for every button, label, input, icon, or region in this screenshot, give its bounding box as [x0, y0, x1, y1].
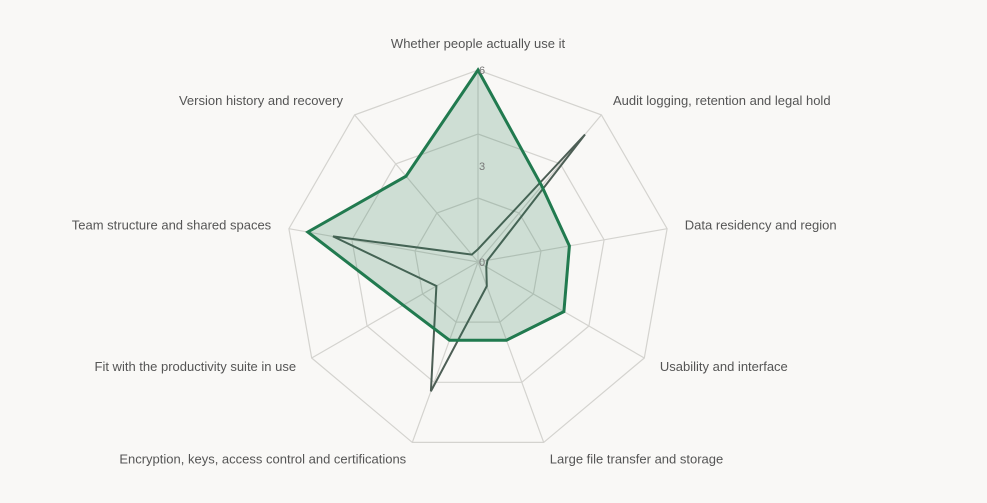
- radar-grid: [288, 69, 668, 443]
- spoke-8: [288, 228, 479, 263]
- grid-ring-1: [414, 197, 542, 323]
- axis-label-8: Team structure and shared spaces: [72, 218, 272, 233]
- series-1-polygon: [305, 67, 571, 342]
- grid-ring-2: [351, 133, 605, 383]
- axis-label-5: Large file transfer and storage: [550, 451, 723, 466]
- grid-ring-3: [288, 69, 668, 443]
- axis-label-4: Usability and interface: [660, 359, 788, 374]
- spoke-3: [477, 228, 668, 263]
- axis-label-3: Data residency and region: [685, 218, 837, 233]
- tick-label-3: 3: [479, 161, 485, 173]
- tick-label-6: 6: [479, 65, 485, 77]
- spoke-4: [477, 261, 645, 359]
- spoke-9: [354, 114, 479, 263]
- axis-label-9: Version history and recovery: [179, 93, 344, 108]
- tick-label-0: 0: [479, 257, 485, 269]
- axis-label-1: Whether people actually use it: [391, 36, 566, 51]
- spoke-5: [477, 261, 545, 443]
- radar-labels: 0 3 6 Whether people actually use it Audit l…: [72, 36, 837, 466]
- spoke-7: [311, 261, 479, 359]
- axis-label-2: Audit logging, retention and legal hold: [613, 93, 831, 108]
- axis-label-6: Encryption, keys, access control and cer…: [119, 451, 406, 466]
- radar-series: [305, 67, 586, 392]
- axis-label-7: Fit with the productivity suite in use: [95, 359, 297, 374]
- spoke-6: [411, 261, 479, 443]
